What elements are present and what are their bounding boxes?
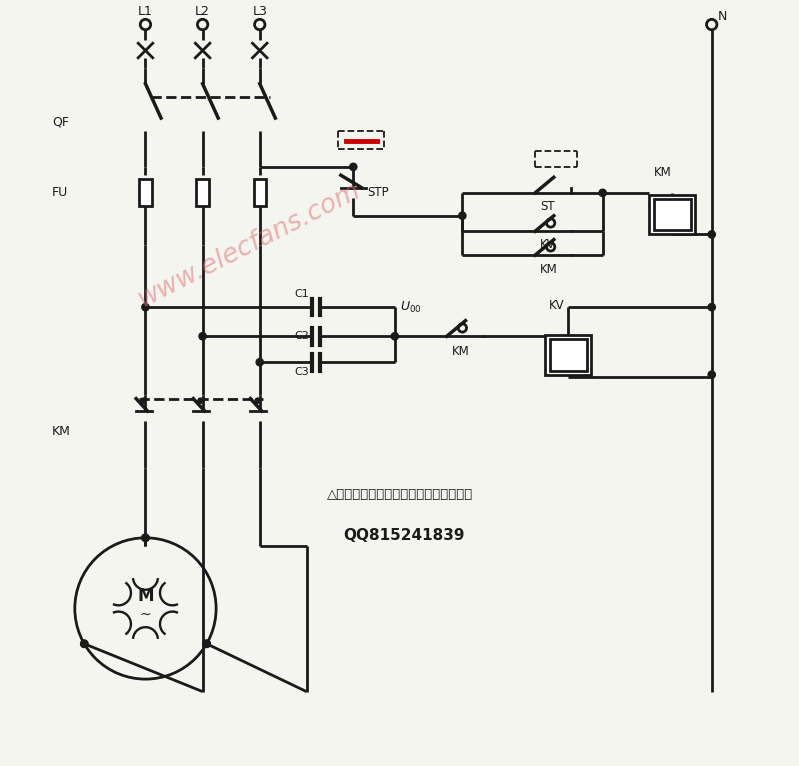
Circle shape — [708, 303, 715, 311]
Bar — [197, 179, 209, 206]
Circle shape — [142, 534, 149, 542]
Circle shape — [392, 332, 399, 340]
Bar — [550, 339, 587, 371]
Circle shape — [203, 640, 210, 647]
Text: QQ815241839: QQ815241839 — [343, 529, 464, 543]
Bar — [650, 195, 695, 234]
Circle shape — [708, 371, 715, 378]
Circle shape — [203, 640, 210, 647]
Text: KV: KV — [540, 238, 556, 251]
Text: C1: C1 — [294, 289, 308, 299]
Text: ~: ~ — [140, 607, 151, 622]
Text: FU: FU — [52, 186, 68, 199]
Text: KM: KM — [452, 345, 470, 358]
Text: △接法电动机断相用电压继电器保护电路: △接法电动机断相用电压继电器保护电路 — [328, 488, 474, 501]
Circle shape — [142, 303, 149, 311]
Text: $U_{00}$: $U_{00}$ — [400, 300, 422, 315]
Circle shape — [350, 163, 357, 171]
Text: C3: C3 — [294, 367, 308, 377]
Bar — [546, 336, 591, 375]
Text: STP: STP — [367, 186, 388, 199]
Circle shape — [142, 534, 149, 542]
Text: KV: KV — [549, 299, 564, 312]
Text: www.elecfans.com: www.elecfans.com — [133, 177, 365, 313]
Circle shape — [199, 332, 206, 340]
Circle shape — [256, 358, 264, 366]
Text: M: M — [137, 587, 153, 605]
Bar — [654, 199, 691, 231]
Text: L3: L3 — [252, 5, 267, 18]
Bar — [139, 179, 152, 206]
Circle shape — [81, 640, 88, 647]
Text: KM: KM — [540, 264, 558, 277]
Text: QF: QF — [52, 116, 69, 129]
Bar — [253, 179, 266, 206]
Text: L2: L2 — [195, 5, 210, 18]
Circle shape — [198, 398, 203, 403]
Text: ST: ST — [540, 200, 555, 213]
Text: C2: C2 — [294, 331, 309, 341]
Text: KM: KM — [654, 165, 671, 178]
Circle shape — [141, 398, 146, 403]
Text: L1: L1 — [138, 5, 153, 18]
Text: N: N — [718, 10, 727, 23]
Circle shape — [255, 398, 260, 403]
Text: KM: KM — [52, 425, 71, 438]
Circle shape — [459, 212, 466, 219]
Circle shape — [708, 231, 715, 238]
Circle shape — [599, 189, 606, 197]
Circle shape — [81, 640, 88, 647]
